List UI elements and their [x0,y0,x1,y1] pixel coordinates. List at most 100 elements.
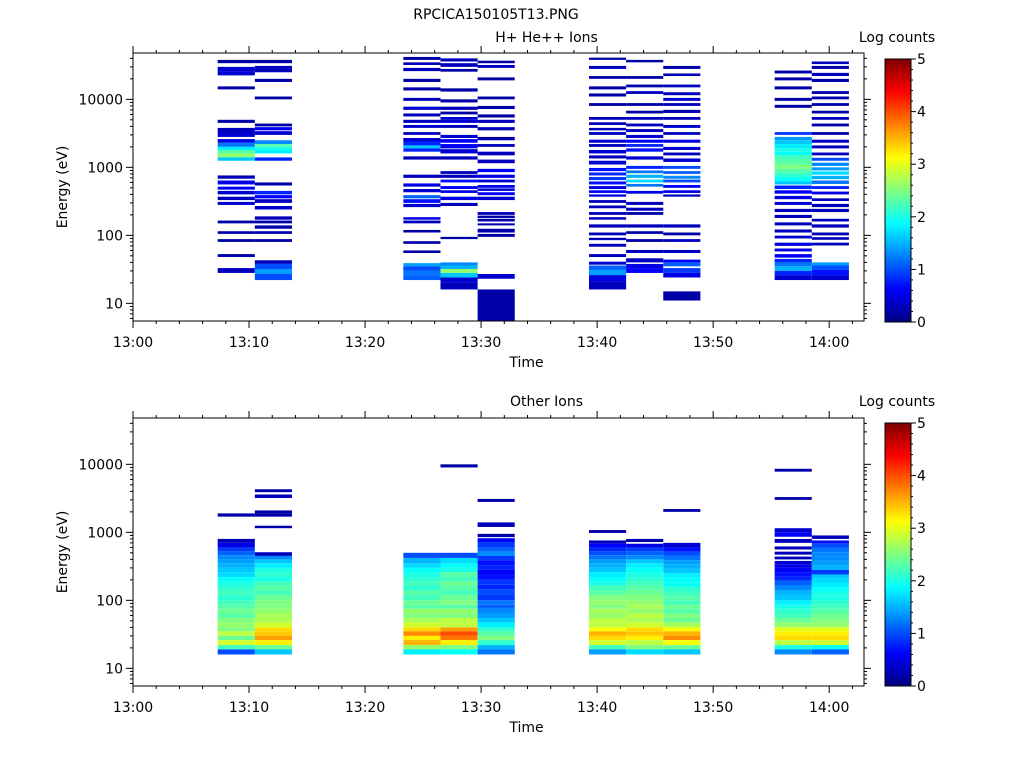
heatmap-cell [254,563,292,568]
heatmap-cell [626,134,664,138]
heatmap-cell [811,96,849,100]
heatmap-cell [403,590,441,595]
heatmap-cell [589,613,627,618]
heatmap-cell [626,183,664,187]
heatmap-cell [477,119,515,123]
heatmap-cell [663,158,701,162]
heatmap-cell [774,262,812,267]
heatmap-cell [254,225,292,229]
heatmap-cell [811,265,849,270]
heatmap-cell [403,617,441,623]
heatmap-cell [774,229,812,233]
colorbar-tick-label: 2 [917,574,926,590]
heatmap-cell [589,572,627,578]
heatmap-cell [663,600,701,605]
heatmap-cell [663,649,701,655]
heatmap-cell [663,617,701,623]
heatmap-cell [440,631,478,636]
heatmap-cell [254,268,292,275]
heatmap-cell [774,104,812,108]
heatmap-cell [477,617,515,623]
heatmap-cell [403,572,441,578]
heatmap-cell [811,186,849,190]
heatmap-cell [440,627,478,632]
heatmap-cell [663,596,701,601]
heatmap-cell [811,167,849,171]
heatmap-cell [254,489,292,493]
heatmap-cell [440,635,478,641]
heatmap-cell [477,533,515,538]
y-tick-label: 10000 [78,92,123,108]
x-tick-label: 13:40 [577,335,617,351]
heatmap-cell [477,105,515,110]
heatmap-cell [626,207,664,211]
heatmap-cell [440,68,478,72]
heatmap-cell [477,547,515,552]
colorbar-tick-label: 5 [917,52,926,68]
heatmap-cell [811,565,849,570]
heatmap-cell [589,563,627,568]
heatmap-cell [663,132,701,135]
y-tick-label: 100 [96,228,123,244]
heatmap-cell [774,144,812,149]
heatmap-cell [774,235,812,239]
heatmap-cell [477,233,515,237]
heatmap-cell [663,586,701,592]
heatmap-cell [254,190,292,195]
heatmap-cell [589,555,627,560]
x-tick-label: 13:50 [693,700,733,716]
heatmap-cell [663,547,701,552]
heatmap-cell [774,168,812,174]
heatmap-cell [477,223,515,226]
heatmap-cell [626,110,664,114]
heatmap-cell [774,159,812,165]
heatmap-cell [626,231,664,234]
heatmap-cell [811,543,849,548]
colorbar-tick-label: 4 [917,469,926,485]
heatmap-cell [477,635,515,641]
heatmap-cell [403,189,441,193]
heatmap-cell [811,78,849,82]
heatmap-cell [217,513,255,517]
heatmap-cell [589,261,627,265]
heatmap-cell [774,248,812,252]
heatmap-cell [217,175,255,179]
heatmap-cell [774,556,812,560]
heatmap-cell [440,645,478,650]
heatmap-cell [589,212,627,215]
heatmap-cell [663,560,701,565]
heatmap-cell [217,71,255,76]
heatmap-cell [403,645,441,650]
heatmap-cell [811,600,849,605]
heatmap-cell [254,149,292,154]
heatmap-cell [440,622,478,628]
heatmap-cell [589,543,627,548]
heatmap-cell [403,217,441,220]
heatmap-cell [403,600,441,605]
heatmap-cell [254,199,292,203]
heatmap-cell [774,195,812,200]
heatmap-cell [626,555,664,560]
heatmap-cell [477,569,515,575]
heatmap-cell [663,103,701,106]
heatmap-cell [477,274,515,279]
colorbar-tick-label: 5 [917,416,926,432]
heatmap-cell [663,577,701,583]
heatmap-cell [440,282,478,290]
heatmap-cell [217,146,255,150]
heatmap-cell [663,73,701,77]
heatmap-cell [663,224,701,228]
heatmap-cell [440,600,478,605]
heatmap-cell [477,136,515,141]
heatmap-cell [589,581,627,586]
heatmap-cell [626,640,664,646]
heatmap-cell [403,640,441,646]
heatmap-cell [254,577,292,582]
heatmap-cell [663,194,701,197]
heatmap-cell [811,622,849,628]
heatmap-cell [811,232,849,236]
heatmap-cell [217,220,255,224]
heatmap-cell [217,617,255,623]
heatmap-cell [589,144,627,147]
heatmap-cell [626,622,664,628]
